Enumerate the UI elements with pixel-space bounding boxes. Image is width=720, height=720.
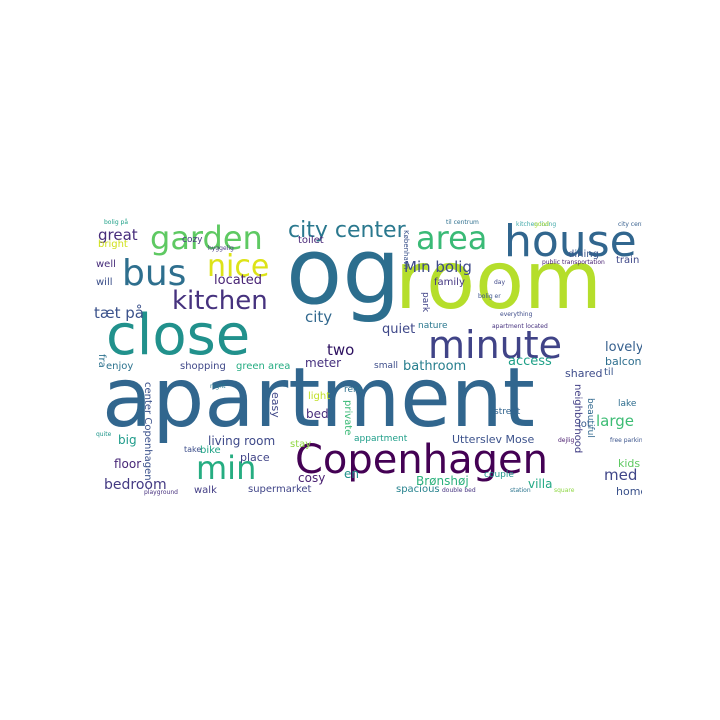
word-public-transportation: public transportation: [542, 259, 605, 266]
word-nature: nature: [418, 321, 448, 331]
word-min: min: [196, 449, 257, 487]
word-living-room: living room: [208, 434, 276, 448]
word-green-area: green area: [236, 361, 291, 372]
word-meter: meter: [305, 356, 342, 370]
word-beautiful: beautiful: [585, 398, 595, 438]
word-til: til: [604, 367, 614, 378]
word-family: family: [434, 277, 465, 288]
word-neighborhood: neighborhood: [572, 384, 583, 454]
word-lovely: lovely: [605, 340, 642, 355]
word-kids: kids: [618, 457, 641, 470]
word-bike: bike: [200, 445, 221, 456]
word-city-centre: city centre: [618, 221, 642, 228]
word-bright: bright: [98, 239, 128, 250]
word-close: close: [106, 303, 251, 368]
word-city-center: city center: [288, 218, 406, 243]
word-dining: dining: [568, 249, 599, 260]
word-quite: quite: [96, 431, 112, 438]
word-copenhagen: Copenhagen: [295, 437, 548, 483]
word-everything: everything: [500, 311, 533, 318]
word-bathroom: bathroom: [403, 359, 467, 374]
word-dejlig: dejlig: [558, 437, 575, 444]
word-garden: garden: [150, 219, 263, 257]
word-shared: shared: [565, 367, 603, 380]
word-bed: bed: [306, 407, 329, 421]
word-shopping: shopping: [180, 361, 226, 372]
word-take: take: [184, 445, 202, 454]
word-en: en: [344, 467, 359, 481]
word-med: med: [604, 466, 638, 484]
word-apartment: apartment: [102, 351, 535, 446]
word-big: big: [118, 433, 137, 447]
word-good: good: [534, 221, 549, 228]
word-floor: floor: [114, 457, 142, 471]
word-room: room: [395, 234, 602, 327]
word-night: night: [210, 383, 226, 390]
word-taet-paa: tæt på: [94, 304, 144, 322]
word-nice: nice: [207, 249, 270, 284]
word-large: large: [596, 412, 635, 430]
word-bus: bus: [122, 253, 187, 294]
word-place: place: [240, 451, 270, 464]
word-hyggelig: hyggelig: [208, 245, 234, 252]
word-station: station: [510, 487, 531, 494]
word-bolig-paa: bolig på: [104, 219, 129, 226]
word-bolig-er: bolig er: [478, 293, 501, 300]
word-enjoy: enjoy: [106, 361, 134, 372]
word-private: private: [342, 400, 353, 436]
word-appartment: appartment: [354, 434, 408, 444]
word-great: great: [98, 226, 138, 244]
word-light: light: [308, 391, 331, 402]
word-til-centrum: til centrum: [446, 219, 479, 226]
word-kitchen-living: kitchen living: [516, 221, 557, 228]
word-house: house: [504, 216, 637, 267]
word-rent: rent: [344, 385, 363, 395]
word-lake: lake: [618, 399, 637, 409]
word-two: two: [327, 341, 355, 359]
word-fra: fra: [96, 354, 107, 368]
word-day: day: [494, 279, 506, 286]
word-city: city: [305, 308, 333, 326]
word-kobenhavn: København: [402, 230, 410, 270]
word-lot: lot: [578, 419, 591, 430]
word-min-bolig: Min bolig: [404, 258, 472, 276]
word-park: park: [420, 292, 430, 313]
word-supermarket: supermarket: [248, 484, 312, 495]
word-couple: couple: [484, 470, 514, 480]
word-located: located: [214, 273, 263, 288]
word-stay: stay: [290, 439, 312, 450]
word-bedroom: bedroom: [104, 477, 167, 493]
word-cosy: cosy: [298, 471, 326, 485]
word-double-bed: double bed: [442, 487, 476, 494]
word-playground: playground: [144, 489, 178, 496]
word-quiet: quiet: [382, 322, 416, 337]
word-street: street: [494, 407, 521, 417]
word-balcony: balcony: [605, 355, 642, 368]
word-walk: walk: [194, 485, 217, 496]
word-kitchen: kitchen: [172, 286, 268, 316]
word-spacious: spacious: [396, 484, 440, 495]
word-apartment-located: apartment located: [492, 323, 548, 330]
word-easy: easy: [269, 392, 282, 418]
word-utterslev-mose: Utterslev Mose: [452, 433, 535, 446]
word-square: square: [554, 487, 575, 494]
word-cozy: cozy: [182, 235, 203, 245]
word-center-copenhagen: center Copenhagen: [142, 382, 153, 481]
word-access: access: [508, 354, 552, 369]
word-free-parking: free parking: [610, 437, 642, 444]
word-bronshoj: Brønshøj: [416, 474, 469, 488]
word-home: home: [616, 485, 642, 497]
word-og: og: [286, 218, 401, 325]
word-small: small: [374, 361, 398, 371]
word-area: area: [416, 219, 488, 257]
word-will: will: [96, 277, 113, 288]
word-train: train: [616, 255, 640, 266]
word-well: well: [96, 259, 116, 270]
word-villa: villa: [528, 477, 553, 491]
word-minute: minute: [428, 323, 563, 367]
word-toilet: toilet: [298, 235, 324, 246]
word-cloud: og room apartment close house Copenhagen…: [90, 216, 642, 497]
